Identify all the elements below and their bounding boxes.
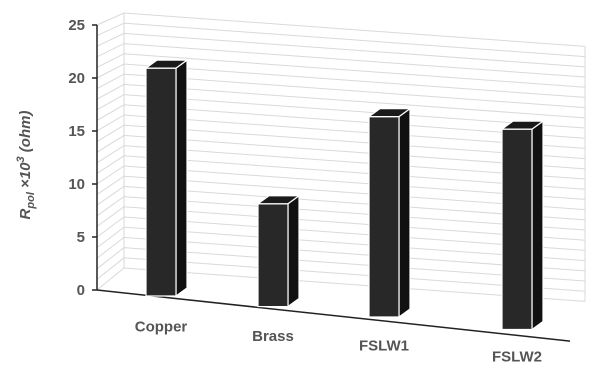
category-labels: Copper Brass FSLW1 FSLW2 [135,318,542,365]
y-tick-label: 25 [68,17,85,34]
bar-top [257,195,300,205]
gridline [96,22,586,58]
x-category-label: Brass [252,328,294,345]
y-tick-label: 20 [68,70,85,87]
bar-front [257,203,289,308]
y-axis-label-superscript: 3 [15,156,27,162]
gridline [96,12,586,47]
bar-top [145,59,188,69]
bar-front [368,116,400,318]
bar [368,108,411,318]
y-axis-label-subscript: pol [25,191,37,209]
bar-front [145,67,177,297]
bar-front [501,128,533,331]
bar-side [398,108,411,318]
y-tick-labels: 0 5 10 15 20 25 [68,17,85,299]
bar [145,59,188,297]
gridlines [96,12,586,302]
bar-top [368,108,411,118]
x-category-label: FSLW1 [359,337,409,354]
bar [257,195,300,308]
x-category-label: FSLW2 [492,349,542,366]
x-axis [96,289,571,342]
bar-side [287,195,300,308]
bar-side [175,59,188,297]
y-tick-label: 0 [77,282,85,299]
bar-side [531,120,544,331]
y-tick-label: 10 [68,176,85,193]
y-axis-label: Rpol ×103 (ohm) [15,111,37,220]
x-category-label: Copper [135,318,188,335]
axes [92,24,571,342]
bar-top [501,120,544,130]
y-tick-label: 15 [68,123,85,140]
bars [145,59,544,331]
bar [501,120,544,331]
y-tick-label: 5 [77,229,85,246]
